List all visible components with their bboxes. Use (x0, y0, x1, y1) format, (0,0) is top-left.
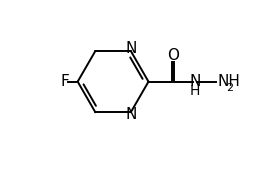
Text: F: F (60, 74, 69, 89)
Text: NH: NH (217, 74, 240, 89)
Text: N: N (126, 107, 137, 122)
Text: 2: 2 (226, 83, 233, 93)
Text: O: O (167, 48, 179, 64)
Text: N: N (126, 41, 137, 56)
Text: N: N (189, 74, 201, 89)
Text: H: H (190, 84, 200, 98)
